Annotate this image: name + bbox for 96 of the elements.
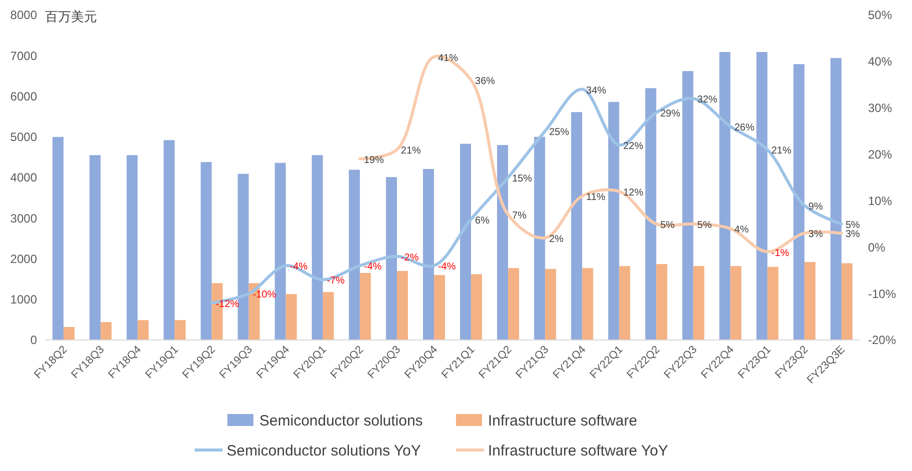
bar — [693, 266, 704, 340]
y-tick-label: 6000 — [10, 89, 38, 104]
y2-tick-label: 50% — [868, 8, 892, 22]
data-label: -2% — [400, 252, 419, 264]
bar — [656, 264, 668, 340]
data-label: -4% — [290, 262, 308, 273]
bar — [422, 168, 434, 340]
bar — [545, 268, 556, 340]
data-label: 34% — [586, 85, 606, 96]
bar — [608, 102, 620, 340]
bar — [682, 71, 694, 340]
bar — [756, 52, 768, 340]
y2-tick-label: 20% — [868, 147, 892, 162]
data-label: 21% — [400, 146, 422, 157]
data-label: 2% — [549, 234, 564, 245]
bar — [312, 155, 323, 340]
data-label: 29% — [660, 108, 680, 120]
bar — [286, 294, 297, 340]
y2-tick-label: -20% — [868, 333, 896, 348]
bar — [52, 136, 64, 340]
legend-label: Infrastructure software YoY — [488, 442, 668, 460]
y2-tick-label: 30% — [868, 101, 892, 116]
data-label: 26% — [734, 122, 754, 134]
y-tick-label: 5000 — [10, 130, 38, 144]
bar — [460, 144, 472, 340]
data-label: 25% — [549, 127, 570, 138]
data-label: 5% — [697, 220, 712, 231]
bar — [90, 155, 101, 340]
bar — [200, 162, 212, 340]
data-label: 11% — [586, 192, 606, 204]
y-tick-label: 8000 — [10, 8, 38, 22]
data-label: -4% — [438, 262, 456, 273]
bar — [767, 266, 778, 340]
data-label: 22% — [623, 141, 644, 152]
y2-tick-label: 10% — [868, 194, 892, 208]
bar — [841, 263, 852, 340]
data-label: 21% — [771, 146, 792, 157]
y2-tick-label: -10% — [868, 286, 896, 301]
bar — [645, 88, 656, 340]
data-label: 41% — [438, 52, 458, 64]
data-label: 9% — [808, 201, 823, 212]
bar — [238, 174, 249, 340]
bar — [138, 320, 149, 340]
bar — [360, 272, 371, 340]
bar — [730, 266, 742, 340]
data-label: -7% — [326, 276, 345, 287]
bar — [396, 270, 408, 340]
bar — [100, 322, 112, 340]
y-tick-label: 0 — [30, 333, 38, 348]
data-label: -1% — [771, 248, 790, 259]
legend-label: Semiconductor solutions — [259, 412, 423, 430]
bar — [322, 292, 334, 340]
data-label: -12% — [216, 298, 240, 310]
bar — [804, 262, 816, 340]
data-label: 3% — [845, 229, 860, 240]
bar — [793, 64, 804, 340]
y-tick-label: 4000 — [10, 170, 38, 185]
data-label: 12% — [623, 187, 644, 198]
bar — [619, 266, 630, 340]
bar — [386, 177, 397, 340]
y-tick-label: 3000 — [10, 211, 38, 226]
bar — [508, 268, 520, 340]
data-label: 6% — [475, 215, 490, 226]
bar — [719, 52, 730, 340]
data-label: 5% — [845, 220, 860, 231]
bar — [582, 268, 594, 340]
y2-tick-label: 40% — [868, 54, 892, 69]
legend-label: Semiconductor solutions YoY — [226, 442, 421, 460]
bar — [497, 145, 508, 340]
y-tick-label: 7000 — [10, 48, 38, 63]
bar — [348, 170, 360, 340]
data-label: 3% — [808, 229, 823, 240]
bar — [274, 162, 286, 340]
bar — [64, 327, 75, 340]
data-label: 32% — [697, 94, 718, 106]
data-label: 4% — [734, 224, 749, 236]
data-label: 7% — [512, 210, 527, 222]
bar — [174, 320, 186, 340]
bar — [571, 112, 582, 340]
bar — [830, 58, 842, 340]
y-tick-label: 2000 — [10, 252, 38, 266]
bar — [534, 136, 546, 340]
data-label: 15% — [512, 174, 532, 184]
y2-tick-label: 0% — [868, 240, 886, 254]
bar — [434, 275, 445, 340]
data-label: 36% — [475, 76, 496, 87]
data-label: -10% — [252, 290, 276, 301]
bar — [471, 274, 482, 340]
data-label: 5% — [660, 220, 675, 231]
bar — [126, 155, 138, 340]
data-label: 19% — [364, 154, 384, 166]
legend-label: Infrastructure software — [488, 412, 638, 430]
y-tick-label: 1000 — [10, 292, 38, 307]
y-axis-title: 百万美元 — [45, 9, 97, 24]
bar — [164, 140, 175, 340]
data-label: -4% — [364, 262, 382, 273]
